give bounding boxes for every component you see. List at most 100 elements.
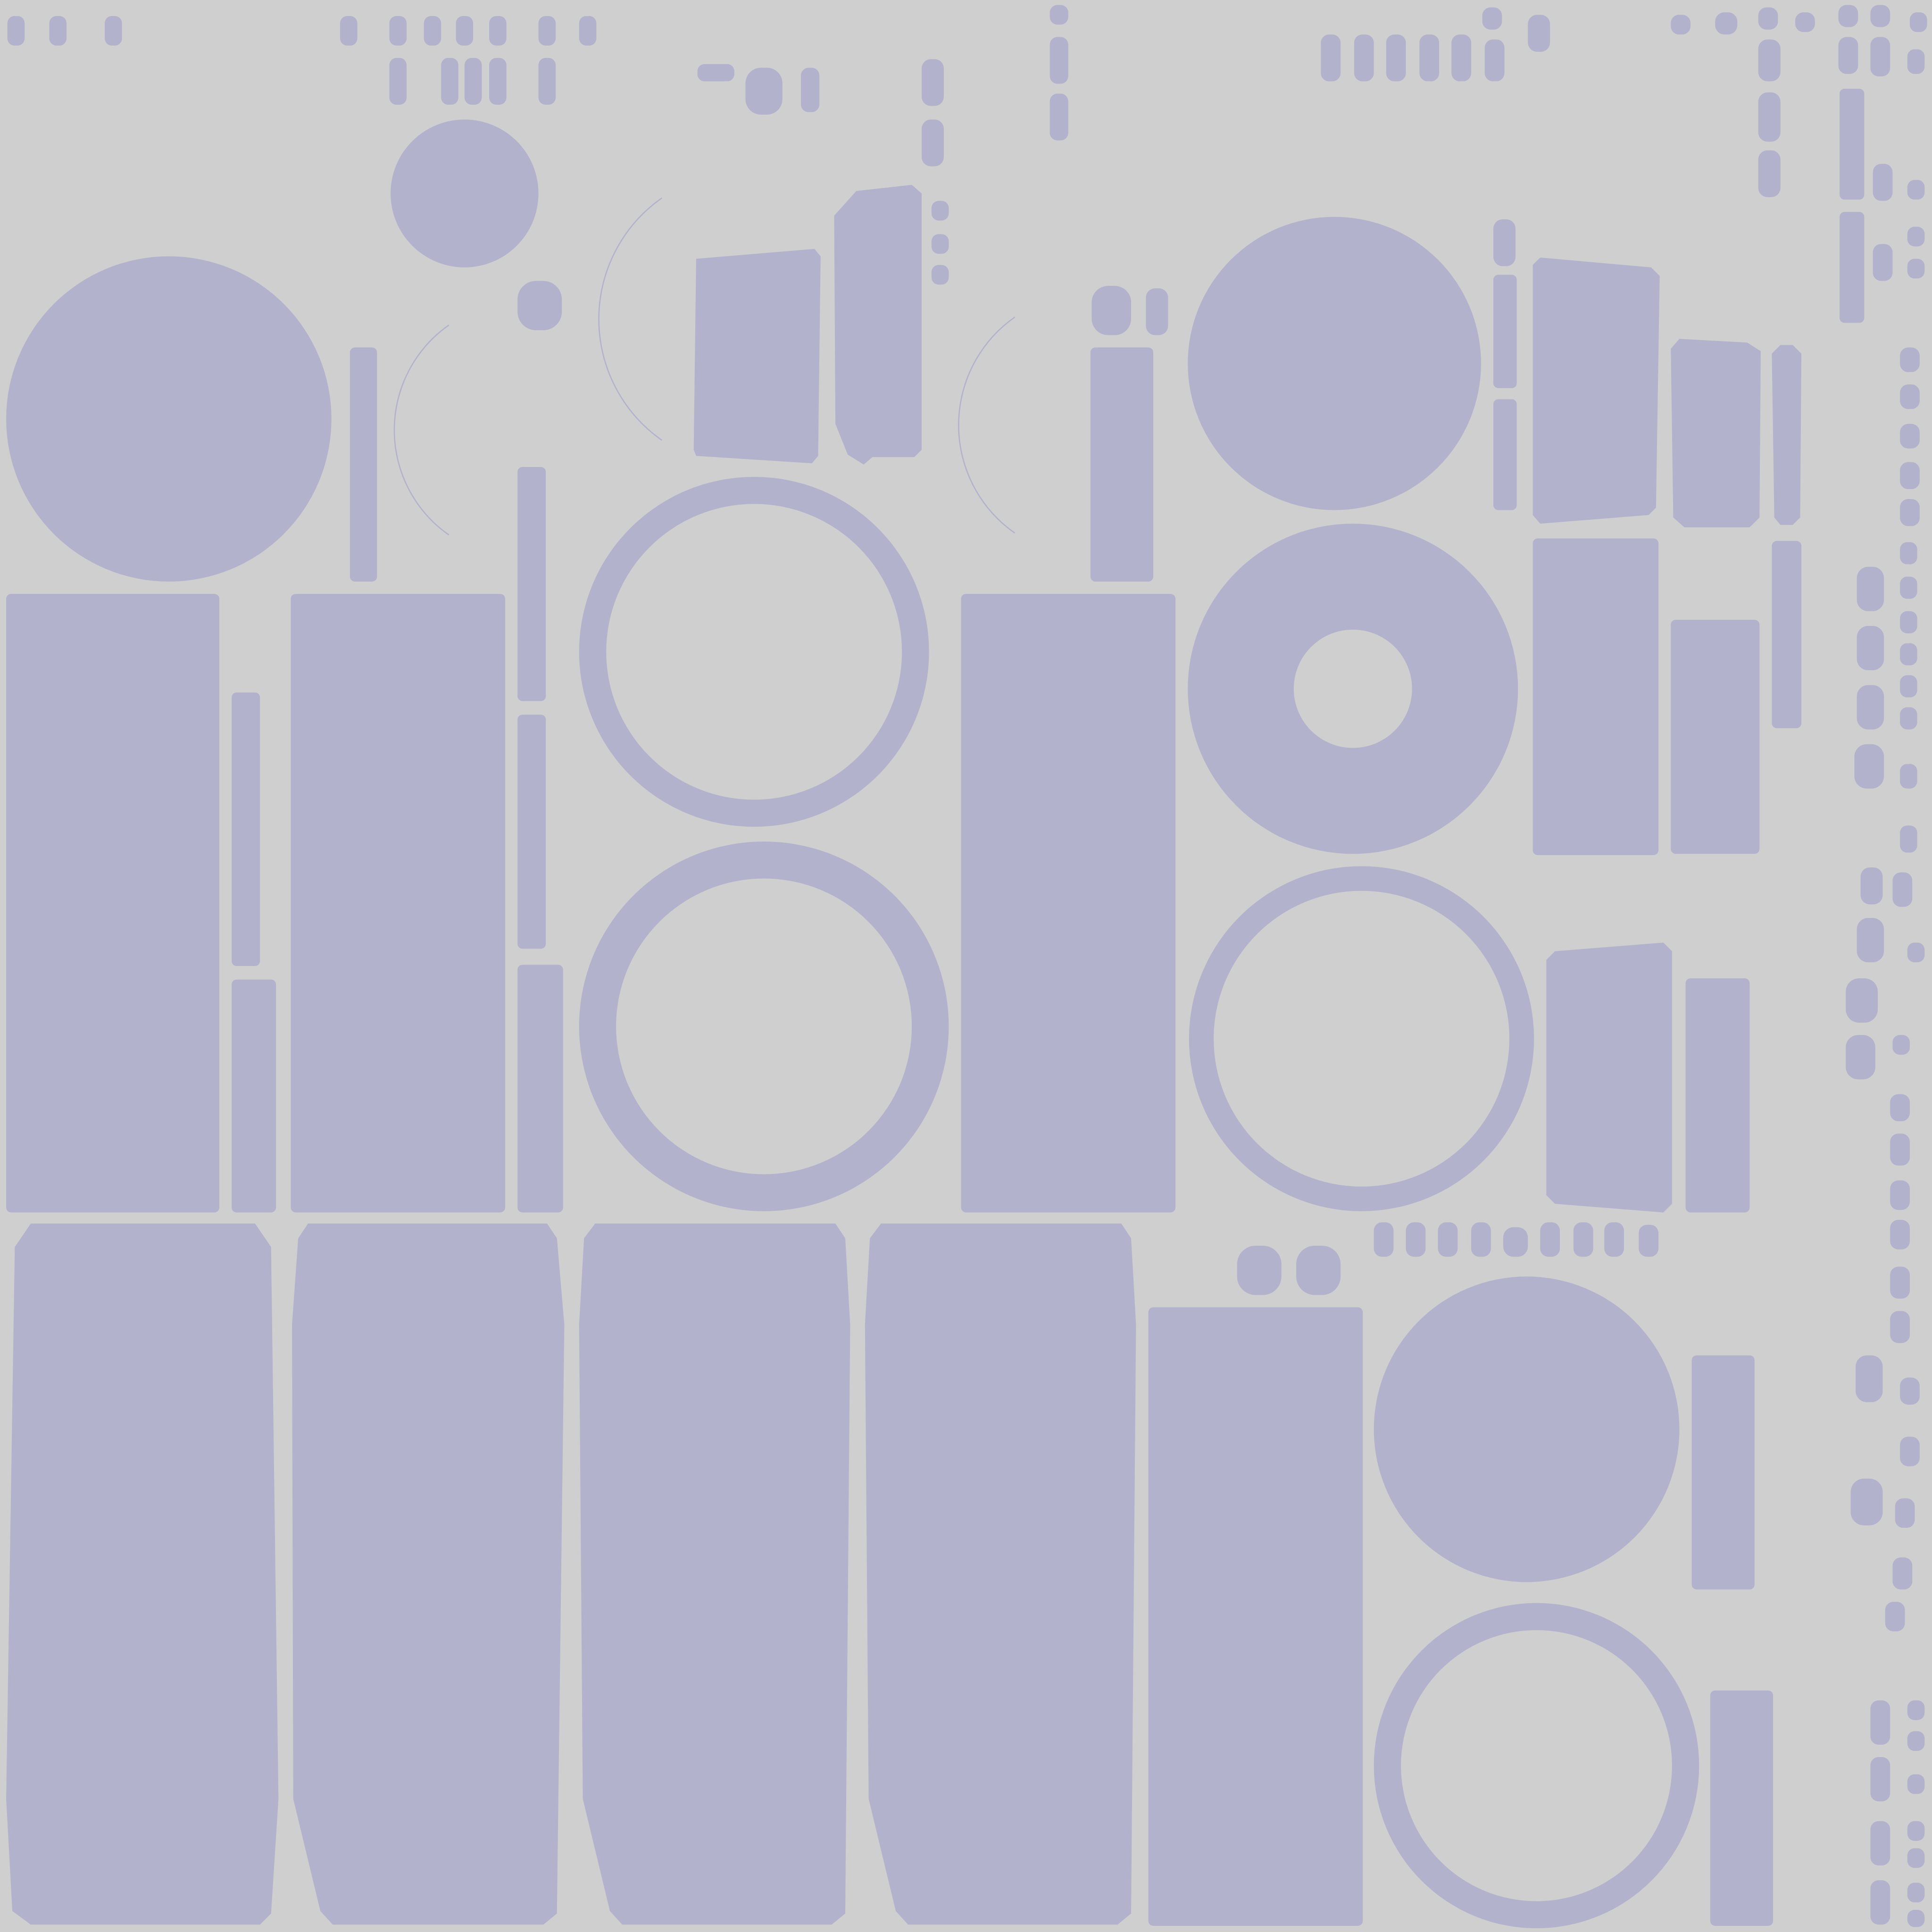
uv-small-island [1870,37,1890,76]
uv-small-island [1321,34,1341,82]
uv-small-island [921,59,944,106]
uv-small-island [7,16,25,46]
uv-panel-island [1532,257,1660,524]
uv-small-island [1296,1245,1341,1295]
uv-rect-island [1691,1355,1755,1590]
uv-small-island [1900,611,1917,633]
uv-disc-island [6,256,332,582]
uv-long-panel-island [579,1223,850,1925]
uv-rect-island [291,594,506,1213]
uv-small-island [1907,942,1925,963]
uv-small-island [1907,1909,1925,1927]
uv-small-island [1758,150,1781,197]
uv-island-group [6,5,1927,1929]
uv-small-island [1900,499,1920,526]
uv-small-island [1857,626,1884,671]
uv-small-island [517,281,562,331]
uv-small-island [389,16,407,46]
uv-small-island [1758,92,1781,142]
uv-small-island [800,67,820,112]
uv-small-island [1900,764,1917,789]
uv-small-island [1909,12,1927,32]
uv-rect-island [517,467,546,701]
uv-rect-island [1671,619,1760,854]
uv-small-island [1900,347,1920,372]
uv-small-island [1907,1848,1925,1868]
uv-small-island [1900,675,1917,698]
uv-small-island [1540,1222,1560,1257]
uv-rect-island [1840,89,1865,200]
uv-small-island [1870,1700,1890,1745]
uv-small-island [1758,39,1781,82]
uv-small-island [1604,1222,1624,1257]
uv-rect-island [1148,1307,1363,1926]
uv-small-island [1900,1377,1920,1405]
uv-small-island [745,67,783,115]
uv-rect-island [232,979,276,1213]
uv-small-island [1856,1355,1883,1402]
uv-small-island [1237,1245,1282,1295]
uv-long-panel-island [865,1223,1136,1925]
uv-small-island [1900,462,1920,490]
uv-small-island [1890,1220,1910,1249]
uv-rect-island [350,347,377,582]
uv-small-island [1885,1601,1905,1632]
uv-panel-island [1772,345,1802,525]
uv-small-island [1715,12,1738,35]
uv-long-panel-island [6,1223,279,1925]
uv-small-island [1900,1436,1920,1466]
uv-small-island [1471,1222,1491,1257]
uv-small-island [1873,164,1893,201]
uv-rect-island [1772,541,1802,728]
uv-small-island [1895,1498,1915,1528]
uv-small-island [1854,744,1884,789]
uv-small-island [1484,39,1505,82]
uv-small-island [931,265,949,285]
uv-small-island [1671,15,1690,35]
uv-small-island [489,58,507,105]
uv-small-island [1873,244,1893,281]
uv-small-island [1907,180,1925,200]
uv-small-island [1795,12,1815,32]
uv-disc-island [1188,217,1481,510]
uv-panel-island [834,184,922,465]
uv-rect-island [1685,978,1750,1213]
uv-small-island [1907,49,1925,74]
uv-small-island [1354,34,1374,82]
uv-small-island [1890,1133,1910,1166]
uv-small-island [1907,1731,1925,1751]
uv-small-island [931,234,949,254]
uv-small-island [1907,258,1925,279]
uv-panel-island [693,249,821,464]
uv-small-island [1049,37,1068,84]
uv-rect-island [1710,1690,1774,1926]
uv-small-island [1890,1311,1910,1343]
uv-small-island [105,16,122,46]
uv-arc-island [958,316,1016,534]
uv-small-island [1890,1266,1910,1299]
uv-small-island [1049,5,1068,25]
uv-small-island [1639,1224,1659,1257]
uv-small-island [1907,1882,1925,1903]
uv-small-island [1900,542,1917,565]
uv-long-panel-island [292,1223,565,1925]
uv-small-island [1438,1222,1458,1257]
uv-rect-island [1532,538,1659,855]
uv-small-island [489,16,507,46]
uv-small-island [1503,1227,1528,1257]
uv-small-island [1573,1222,1593,1257]
uv-small-island [456,16,474,46]
uv-small-island [1846,978,1878,1023]
uv-small-island [1900,576,1917,599]
uv-arc-island [393,325,450,536]
uv-small-island [424,16,441,46]
uv-small-island [1900,384,1920,409]
uv-small-island [1146,288,1168,335]
uv-arc-island [598,197,662,441]
uv-rect-island [1493,399,1517,510]
uv-small-island [1406,1222,1426,1257]
uv-small-island [1900,643,1917,666]
uv-small-island [389,58,407,105]
uv-small-island [538,16,556,46]
